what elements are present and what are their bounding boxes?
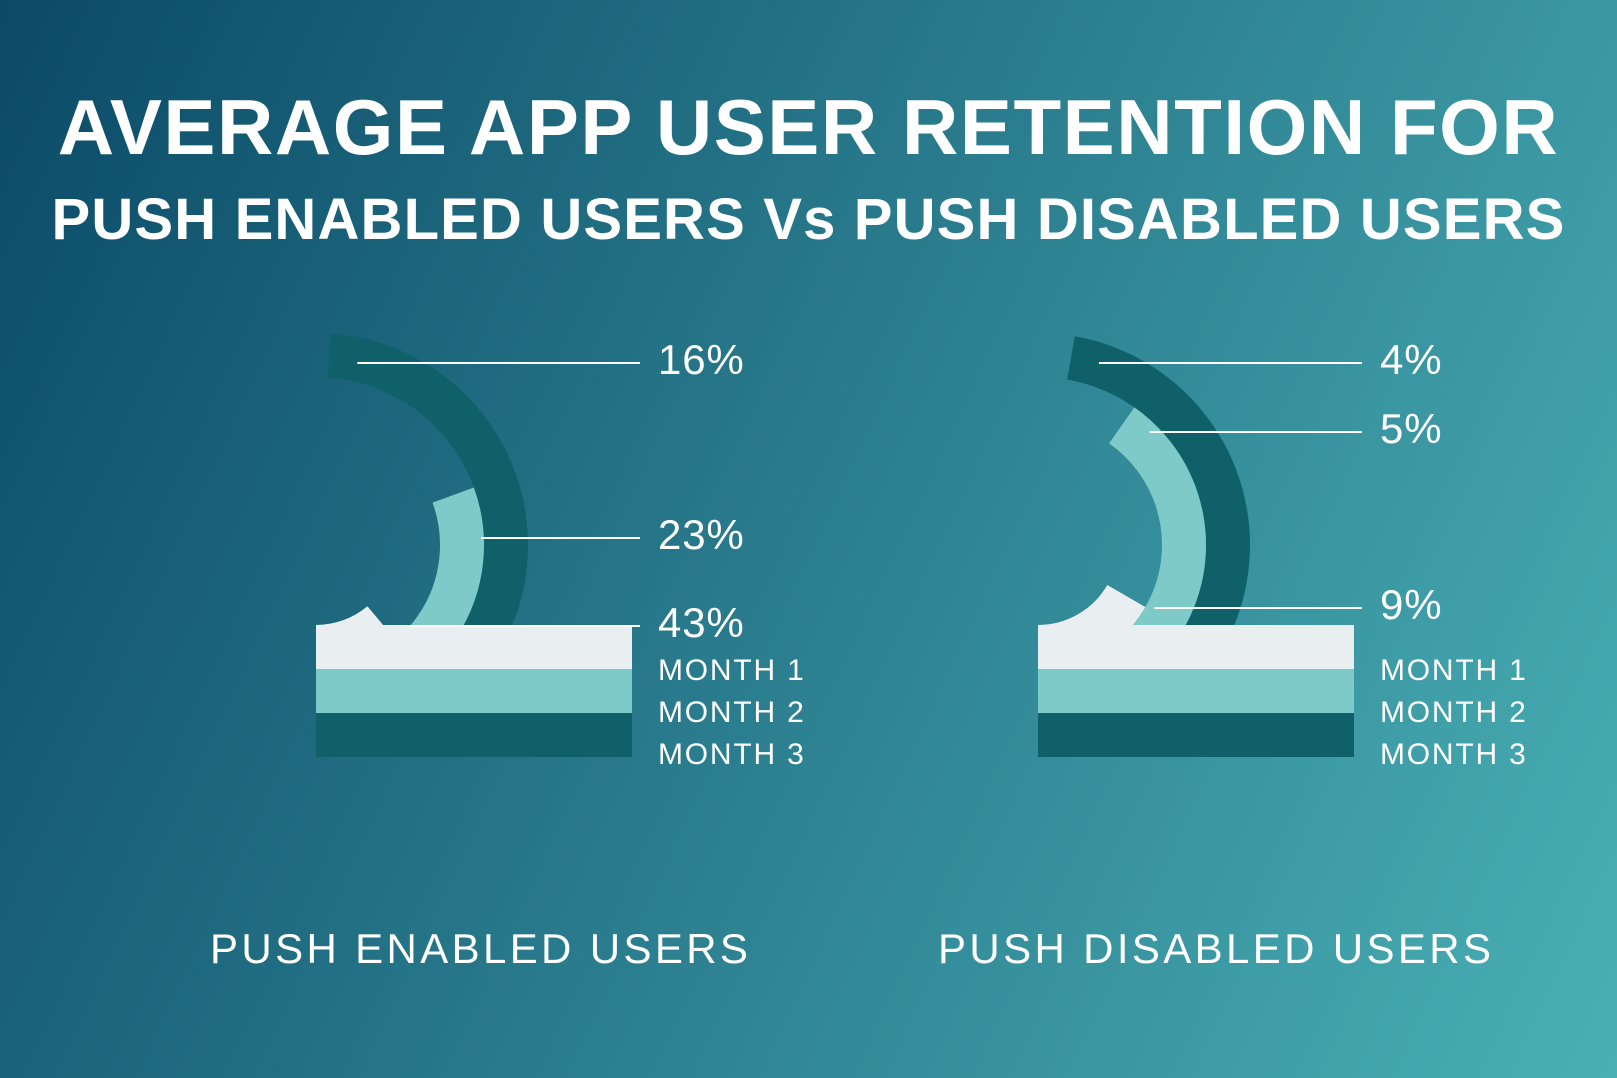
pct-enabled-month1: 43% xyxy=(658,599,745,646)
caption-push-disabled: PUSH DISABLED USERS xyxy=(938,925,1494,973)
ring-disabled-month3 xyxy=(1038,358,1354,735)
month-disabled-month3: MONTH 3 xyxy=(1380,738,1528,771)
month-enabled-month2: MONTH 2 xyxy=(658,696,806,729)
ring-disabled-month1 xyxy=(1038,596,1354,647)
infographic-stage: AVERAGE APP USER RETENTION FOR PUSH ENAB… xyxy=(0,0,1617,1078)
month-disabled-month2: MONTH 2 xyxy=(1380,696,1528,729)
pct-enabled-month3: 16% xyxy=(658,336,745,383)
pct-disabled-month3: 4% xyxy=(1380,336,1442,383)
pct-enabled-month2: 23% xyxy=(658,511,745,558)
pct-disabled-month2: 5% xyxy=(1380,405,1442,452)
title-line-1: AVERAGE APP USER RETENTION FOR xyxy=(0,82,1617,173)
ring-enabled-month1 xyxy=(316,623,632,647)
caption-push-enabled: PUSH ENABLED USERS xyxy=(210,925,751,973)
pct-disabled-month1: 9% xyxy=(1380,581,1442,628)
title-line-2: PUSH ENABLED USERS Vs PUSH DISABLED USER… xyxy=(0,186,1617,253)
month-enabled-month1: MONTH 1 xyxy=(658,654,806,687)
month-enabled-month3: MONTH 3 xyxy=(658,738,806,771)
ring-enabled-month2 xyxy=(316,495,632,691)
month-disabled-month1: MONTH 1 xyxy=(1380,654,1528,687)
ring-disabled-month2 xyxy=(1038,425,1354,691)
ring-enabled-month3 xyxy=(316,355,632,735)
